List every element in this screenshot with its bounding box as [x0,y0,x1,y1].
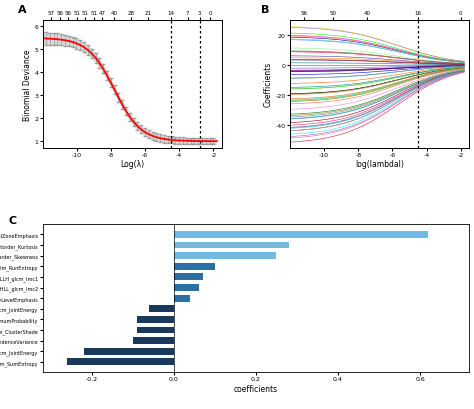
Text: B: B [261,5,270,15]
X-axis label: Log(λ): Log(λ) [120,160,145,169]
Bar [174,263,215,270]
Bar [174,231,428,238]
Bar [67,359,174,366]
Bar [137,316,174,323]
Bar [137,327,174,334]
Bar [133,337,174,344]
Bar [174,295,191,302]
Y-axis label: Binomial Deviance: Binomial Deviance [23,49,32,120]
Text: C: C [9,216,17,226]
Bar [174,274,202,281]
Y-axis label: Coefficients: Coefficients [264,62,273,107]
Bar [174,252,276,259]
Bar [149,306,174,312]
Bar [174,242,289,249]
X-axis label: coefficients: coefficients [234,384,278,393]
Bar [174,284,199,291]
X-axis label: log(lambdal): log(lambdal) [355,160,404,169]
Bar [84,348,174,355]
Text: A: A [18,5,26,15]
